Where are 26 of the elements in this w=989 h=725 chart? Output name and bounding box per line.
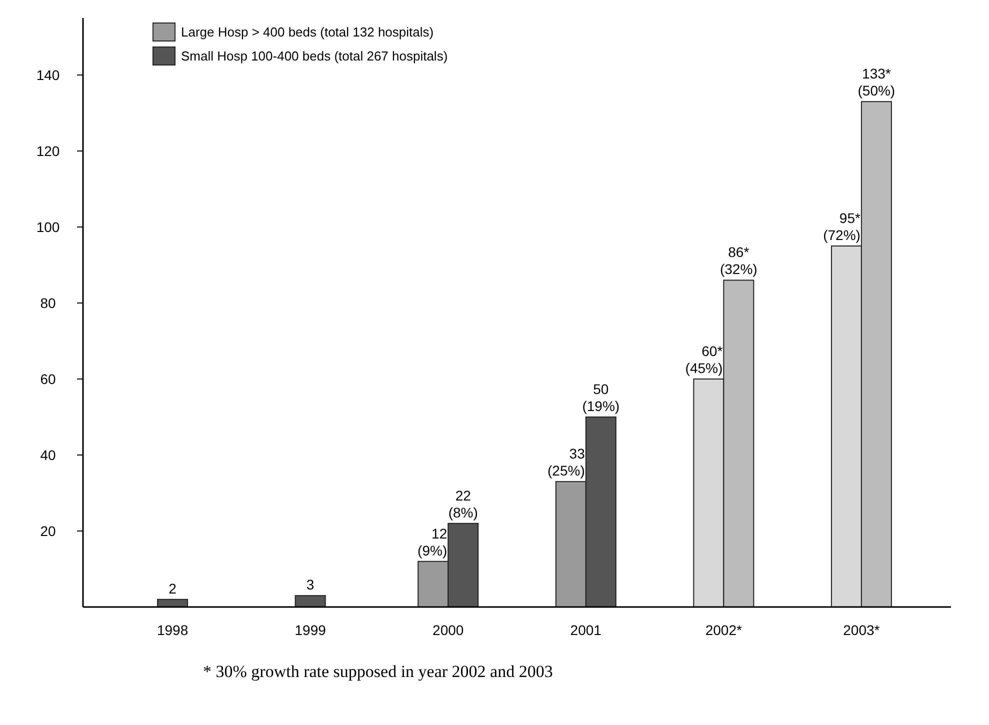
x-tick-label: 2000 [432, 622, 464, 638]
y-tick-label: 60 [40, 370, 56, 387]
text: * 30% growth rate supposed in year 2002 and 2003 [203, 662, 553, 681]
x-tick-label: 2001 [570, 622, 602, 638]
data-label: 33 (25%) [548, 446, 586, 479]
y-tick-label: 120 [36, 142, 60, 159]
y-tick-label: 100 [36, 218, 60, 235]
data-label: 60* (45%) [685, 343, 724, 376]
data-label: 2 [168, 580, 177, 596]
legend-label: Small Hosp 100-400 beds (total 267 hospitals) [181, 48, 448, 64]
y-tick-label: 20 [40, 522, 56, 539]
legend-label: Large Hosp > 400 beds (total 132 hospitals) [181, 24, 434, 40]
x-tick-label: 2002* [705, 622, 743, 638]
x-tick-label: 1998 [156, 622, 188, 638]
data-label: 50 (19%) [582, 381, 620, 414]
y-tick-label: 40 [40, 446, 56, 463]
data-label: 3 [306, 576, 314, 593]
y-tick-label: 80 [40, 294, 56, 311]
x-tick-label: 1999 [294, 622, 326, 638]
data-label: 12 (9%) [418, 525, 448, 558]
data-label: 95* (72%) [823, 210, 861, 243]
y-tick-label: 140 [36, 66, 60, 83]
data-label: 133* (50%) [858, 66, 896, 99]
x-tick-label: 2003* [843, 622, 880, 638]
data-label: 22 (8%) [448, 487, 478, 520]
data-label: 86* (32%) [720, 244, 758, 278]
